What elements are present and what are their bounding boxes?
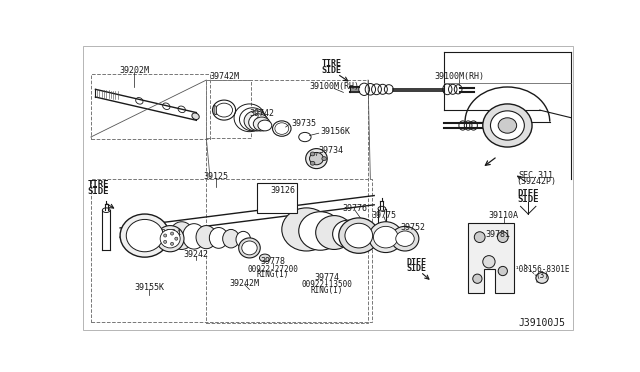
Text: 39242: 39242 bbox=[183, 250, 208, 259]
Text: 39202M: 39202M bbox=[119, 66, 149, 75]
Ellipse shape bbox=[249, 114, 269, 131]
Text: 39781: 39781 bbox=[485, 230, 510, 238]
Text: 39234: 39234 bbox=[156, 229, 181, 238]
Ellipse shape bbox=[239, 238, 260, 258]
Ellipse shape bbox=[310, 161, 315, 165]
Text: 39125: 39125 bbox=[204, 172, 229, 181]
Ellipse shape bbox=[259, 254, 270, 262]
Text: (3): (3) bbox=[535, 271, 549, 280]
Bar bbox=[206, 80, 368, 323]
Text: SIDE: SIDE bbox=[406, 264, 426, 273]
Ellipse shape bbox=[164, 234, 166, 237]
Ellipse shape bbox=[282, 208, 331, 251]
Text: 39774: 39774 bbox=[314, 273, 339, 282]
Text: SIDE: SIDE bbox=[88, 187, 109, 196]
Text: 39742M: 39742M bbox=[209, 73, 239, 81]
Ellipse shape bbox=[310, 152, 315, 156]
Bar bbox=[257, 183, 297, 212]
Bar bbox=[206, 80, 251, 138]
Ellipse shape bbox=[391, 226, 419, 251]
Ellipse shape bbox=[474, 232, 485, 243]
Text: DIFF: DIFF bbox=[406, 258, 426, 267]
Ellipse shape bbox=[120, 214, 170, 257]
Text: 39110A: 39110A bbox=[488, 211, 518, 220]
Text: ¹08156-8301E: ¹08156-8301E bbox=[515, 265, 570, 274]
Ellipse shape bbox=[164, 240, 166, 243]
Ellipse shape bbox=[156, 225, 184, 252]
Ellipse shape bbox=[473, 274, 482, 283]
Text: RING(1): RING(1) bbox=[257, 270, 289, 279]
Text: SIDE: SIDE bbox=[518, 195, 539, 204]
Ellipse shape bbox=[175, 237, 178, 240]
Text: 39156K: 39156K bbox=[320, 127, 350, 136]
Ellipse shape bbox=[242, 241, 257, 255]
Text: SIDE: SIDE bbox=[322, 65, 342, 74]
Ellipse shape bbox=[316, 216, 353, 250]
Text: DIFF: DIFF bbox=[518, 189, 539, 198]
Ellipse shape bbox=[258, 120, 272, 131]
Ellipse shape bbox=[369, 222, 403, 253]
Ellipse shape bbox=[196, 225, 217, 249]
Ellipse shape bbox=[244, 111, 267, 131]
Text: TIRE: TIRE bbox=[322, 60, 342, 68]
Ellipse shape bbox=[182, 224, 205, 249]
Text: 39752: 39752 bbox=[400, 224, 425, 232]
Text: 39734: 39734 bbox=[319, 147, 344, 155]
Bar bbox=[91, 179, 372, 322]
Ellipse shape bbox=[170, 242, 173, 246]
Ellipse shape bbox=[126, 219, 163, 252]
Ellipse shape bbox=[483, 104, 532, 147]
Text: 39735: 39735 bbox=[291, 119, 316, 128]
Ellipse shape bbox=[345, 223, 372, 248]
Ellipse shape bbox=[373, 226, 398, 248]
Ellipse shape bbox=[170, 232, 173, 235]
Ellipse shape bbox=[333, 220, 364, 248]
Text: J39100J5: J39100J5 bbox=[518, 318, 566, 328]
Text: 39100M(RH): 39100M(RH) bbox=[309, 83, 359, 92]
Text: 39242M: 39242M bbox=[230, 279, 260, 288]
Ellipse shape bbox=[536, 273, 548, 283]
Ellipse shape bbox=[498, 266, 508, 276]
Text: TIRE: TIRE bbox=[88, 180, 109, 189]
Ellipse shape bbox=[299, 212, 342, 250]
Ellipse shape bbox=[170, 222, 194, 250]
Text: 39776: 39776 bbox=[342, 204, 367, 213]
Ellipse shape bbox=[396, 231, 414, 246]
Ellipse shape bbox=[490, 111, 524, 140]
Ellipse shape bbox=[497, 232, 508, 243]
Ellipse shape bbox=[160, 230, 180, 248]
Ellipse shape bbox=[498, 118, 516, 133]
Ellipse shape bbox=[306, 148, 327, 169]
Text: 39100M(RH): 39100M(RH) bbox=[434, 73, 484, 81]
Ellipse shape bbox=[209, 228, 228, 248]
Polygon shape bbox=[468, 223, 515, 293]
Text: 00922-27200: 00922-27200 bbox=[247, 265, 298, 274]
Text: 39742: 39742 bbox=[249, 109, 275, 118]
Text: 39126: 39126 bbox=[270, 186, 295, 195]
Ellipse shape bbox=[223, 230, 239, 248]
Text: 00922-13500: 00922-13500 bbox=[301, 280, 352, 289]
Ellipse shape bbox=[349, 224, 375, 247]
Text: 39155K: 39155K bbox=[134, 283, 164, 292]
Ellipse shape bbox=[483, 256, 495, 268]
Ellipse shape bbox=[253, 117, 270, 131]
Text: 39778: 39778 bbox=[260, 257, 285, 266]
Ellipse shape bbox=[239, 108, 266, 131]
Ellipse shape bbox=[322, 157, 326, 161]
Text: (39242P): (39242P) bbox=[516, 177, 556, 186]
Ellipse shape bbox=[310, 153, 323, 165]
Polygon shape bbox=[214, 106, 216, 115]
Ellipse shape bbox=[236, 231, 251, 247]
Ellipse shape bbox=[339, 218, 379, 253]
Text: 39775: 39775 bbox=[372, 211, 397, 220]
Text: SEC.311: SEC.311 bbox=[518, 171, 554, 180]
Text: RING(1): RING(1) bbox=[310, 286, 342, 295]
Ellipse shape bbox=[192, 113, 199, 119]
Bar bbox=[91, 74, 210, 140]
